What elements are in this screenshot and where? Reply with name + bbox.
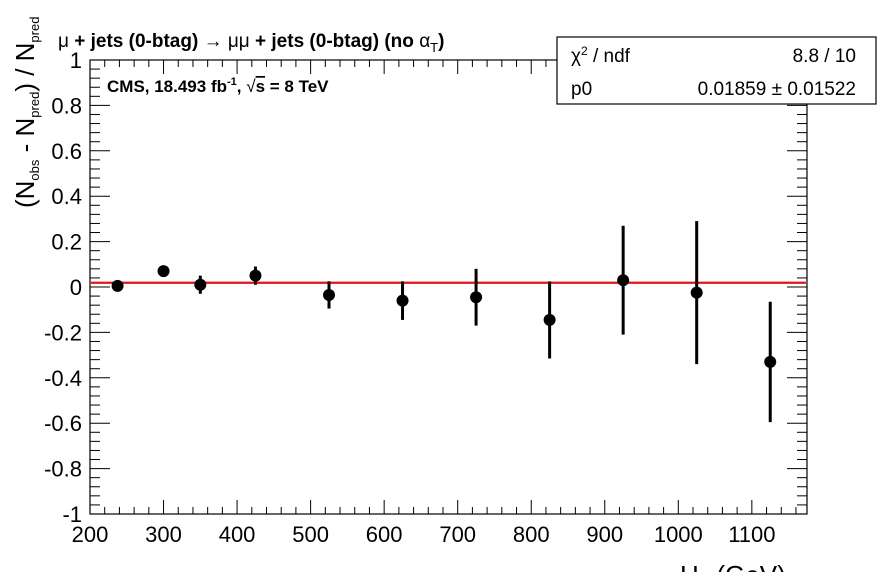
x-tick-label: 400 (219, 522, 256, 547)
stats-p0-label: p0 (571, 79, 592, 100)
y-tick-label: 0.6 (51, 139, 82, 164)
x-tick-label: 500 (292, 522, 329, 547)
cms-label-sup: -1 (227, 76, 237, 88)
data-point (323, 288, 335, 301)
y-tick-label: -0.6 (44, 411, 82, 436)
xlabel-unit: (GeV) (709, 560, 786, 572)
y-tick-label: 0.4 (51, 184, 82, 209)
chart-title: μ + jets (0-btag) → μμ + jets (0-btag) (… (58, 31, 444, 55)
title-close: ) (438, 31, 444, 52)
stats-p0-value: 0.01859 ± 0.01522 (698, 79, 856, 100)
cms-label: CMS, 18.493 fb-1, √s = 8 TeV (107, 76, 329, 96)
data-point (543, 313, 556, 326)
x-tick-label: 1100 (728, 522, 775, 547)
stats-box: χ2 / ndf 8.8 / 10 p0 0.01859 ± 0.01522 (556, 36, 877, 105)
y-tick-label: 0.2 (51, 230, 82, 255)
title-part-a: + jets (0-btag) (69, 31, 204, 52)
data-point (617, 274, 630, 287)
ylabel-p2: - N (10, 118, 40, 160)
x-tick-label: 700 (439, 522, 476, 547)
x-axis-title: HT (GeV) (680, 560, 786, 572)
ylabel-s2: pred (27, 92, 42, 118)
y-tick-label: 0.8 (51, 93, 82, 118)
x-tick-label: 1000 (654, 522, 703, 547)
title-mu: μ (58, 31, 69, 52)
ylabel-s1: obs (27, 159, 42, 180)
cms-label-root: √ (246, 77, 256, 96)
data-point (690, 286, 703, 299)
data-point (111, 279, 124, 292)
data-point (157, 265, 170, 278)
y-tick-label: -1 (62, 502, 82, 527)
ylabel-s3: pred (27, 17, 42, 43)
stats-p0-number: 0.01859 (698, 79, 767, 100)
ylabel-p3: ) / N (10, 43, 40, 92)
ticks-layer: -1 -0.8 -0.6 -0.4 -0.2 0 0.2 0.4 0.6 0.8 1 200 300 40… (44, 48, 807, 547)
data-point (194, 278, 207, 291)
stats-chi-sup: 2 (581, 44, 588, 58)
data-point (764, 355, 777, 368)
stats-box-frame (556, 36, 877, 105)
y-tick-label: -0.8 (44, 457, 82, 482)
cms-label-b: , (237, 77, 246, 96)
y-tick-label: -0.4 (44, 366, 82, 391)
cms-label-c: = 8 TeV (265, 77, 329, 96)
x-tick-label: 900 (586, 522, 623, 547)
y-tick-label: -0.2 (44, 320, 82, 345)
title-part-b: + jets (0-btag) (no (250, 31, 419, 52)
data-point (470, 291, 483, 304)
cms-label-a: CMS, 18.493 fb (107, 77, 227, 96)
y-axis-title: (Nobs - Npred) / Npred (10, 17, 42, 208)
stats-p0-pm: ± (772, 79, 782, 100)
x-tick-label: 600 (366, 522, 403, 547)
points-layer (111, 221, 777, 423)
title-arrow: → (204, 31, 223, 52)
x-tick-label: 800 (513, 522, 550, 547)
stats-chi2-value: 8.8 / 10 (793, 46, 856, 67)
x-tick-label: 200 (72, 522, 109, 547)
title-t-sub: T (430, 40, 438, 55)
stats-p0-error: 0.01522 (787, 79, 856, 100)
y-tick-label: 1 (70, 48, 82, 73)
data-point (249, 269, 262, 282)
stats-ndf: / ndf (588, 46, 631, 67)
cms-label-s: s (256, 77, 265, 96)
ylabel-p1: (N (10, 181, 40, 208)
title-mumu: μμ (223, 31, 250, 52)
stats-chi: χ (571, 46, 581, 67)
title-alpha: α (419, 31, 430, 52)
stats-chi2-label: χ2 / ndf (571, 44, 631, 67)
x-tick-label: 300 (145, 522, 182, 547)
y-tick-label: 0 (70, 275, 82, 300)
data-point (396, 294, 409, 307)
xlabel-main: H (680, 560, 699, 572)
